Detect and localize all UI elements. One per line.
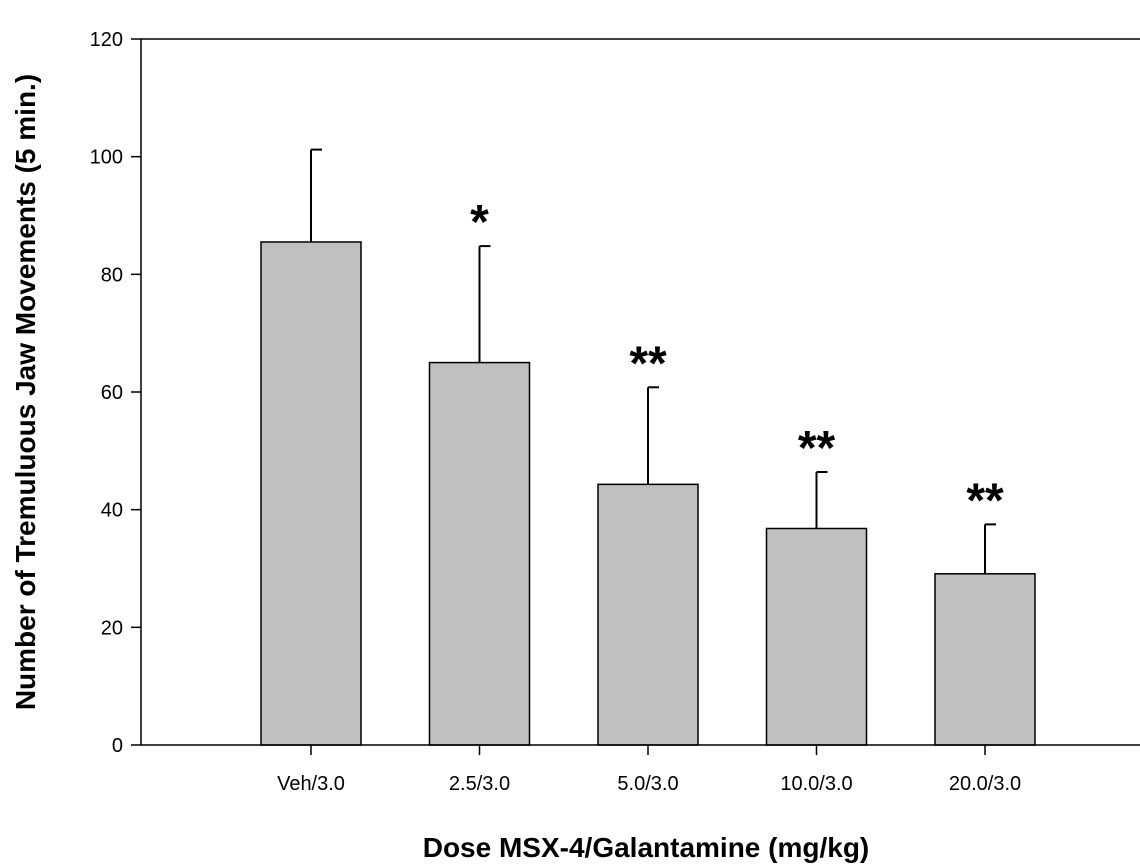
y-tick-label-2: 20 <box>101 617 123 639</box>
x-axis-title: Dose MSX-4/Galantamine (mg/kg) <box>423 832 870 863</box>
bar-3 <box>597 483 699 746</box>
bar-5 <box>934 573 1036 746</box>
y-tick-label-6: 100 <box>90 147 123 169</box>
labels-layer: Veh/3.0 * 2.5/3.0 ** 5.0/3.0 ** 10.0/3.0 ** 20.0… <box>90 29 1022 795</box>
y-tick-label-5: 80 <box>101 264 123 286</box>
y-tick-label-7: 120 <box>90 29 123 51</box>
x-tick-label-2: 2.5/3.0 <box>449 773 510 795</box>
y-tick-label-3: 40 <box>101 500 123 522</box>
y-tick-label-4: 60 <box>101 382 123 404</box>
bar-4 <box>765 527 868 746</box>
x-tick-label-1: Veh/3.0 <box>277 773 345 795</box>
x-tick-label-5: 20.0/3.0 <box>949 773 1021 795</box>
bars-layer <box>260 241 1036 746</box>
y-axis-title: Number of Tremuluous Jaw Movements (5 mi… <box>10 74 41 710</box>
axes-layer <box>131 38 1140 755</box>
significance-marker-2: * <box>470 196 489 249</box>
x-tick-label-3: 5.0/3.0 <box>617 773 678 795</box>
bar-2 <box>428 361 531 746</box>
x-tick-label-4: 10.0/3.0 <box>780 773 852 795</box>
bar-1 <box>260 241 362 746</box>
significance-marker-4: ** <box>798 422 836 475</box>
y-tick-label-1: 0 <box>112 735 123 757</box>
significance-marker-5: ** <box>966 474 1004 527</box>
error-bars-layer <box>310 148 996 574</box>
significance-marker-3: ** <box>629 337 667 390</box>
